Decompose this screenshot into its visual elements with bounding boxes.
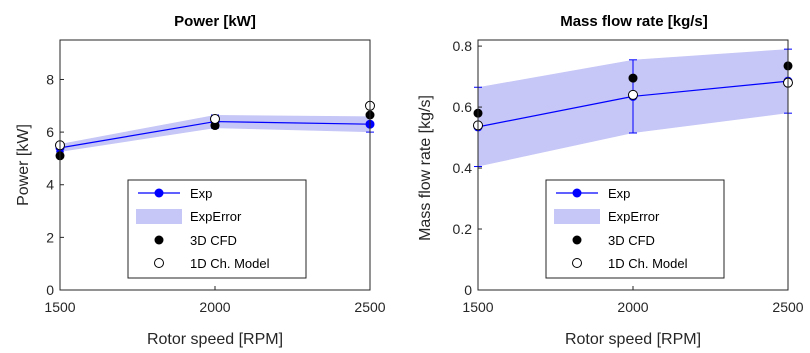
massflow-legend-model-marker xyxy=(572,258,582,268)
massflow-chart-title: Mass flow rate [kg/s] xyxy=(560,13,708,30)
massflow-y-axis-label: Mass flow rate [kg/s] xyxy=(417,95,434,241)
power-legend-cfd-marker xyxy=(154,235,164,245)
massflow-cfd-point xyxy=(628,73,638,83)
massflow-y-tick-label: 0 xyxy=(464,282,472,298)
power-model-point xyxy=(210,113,220,124)
power-legend-model-marker xyxy=(154,258,164,268)
power-legend-cfd-label: 3D CFD xyxy=(190,233,237,248)
power-x-tick-label: 2500 xyxy=(354,299,385,315)
massflow-legend-cfd-marker xyxy=(572,235,582,245)
power-x-axis-label: Rotor speed [RPM] xyxy=(147,331,283,348)
massflow-legend: Exp ExpError 3D CFD 1D Ch. Model xyxy=(545,179,725,279)
massflow-x-axis-label: Rotor speed [RPM] xyxy=(565,331,701,348)
power-legend-exp-marker xyxy=(154,188,164,198)
power-chart-title: Power [kW] xyxy=(174,13,256,30)
power-legend-exp-label: Exp xyxy=(190,186,212,201)
power-legend-band-swatch xyxy=(136,209,182,224)
power-legend-band-label: ExpError xyxy=(190,209,242,224)
power-chart: Power [kW] 0 2 4 6 8 1500 2000 2500 Rotor spee… xyxy=(15,13,386,348)
power-x-tick-label: 1500 xyxy=(44,299,75,315)
power-y-tick-label: 0 xyxy=(46,282,54,298)
massflow-model-point xyxy=(628,89,638,100)
massflow-x-tick-label: 2000 xyxy=(617,299,648,315)
massflow-x-tick-label: 1500 xyxy=(462,299,493,315)
massflow-y-tick-label: 0.4 xyxy=(453,160,473,176)
massflow-legend-exp-marker xyxy=(572,188,582,198)
massflow-legend-exp-label: Exp xyxy=(608,186,630,201)
massflow-chart: Mass flow rate [kg/s] 0 0.2 0.4 0.6 0.8 1500… xyxy=(417,13,804,348)
massflow-y-tick-label: 0.8 xyxy=(453,38,473,54)
power-x-tick-label: 2000 xyxy=(199,299,230,315)
power-error-band xyxy=(60,115,370,152)
massflow-x-tick-label: 2500 xyxy=(772,299,803,315)
massflow-legend-band-label: ExpError xyxy=(608,209,660,224)
massflow-y-tick-label: 0.6 xyxy=(453,99,473,115)
massflow-legend-cfd-label: 3D CFD xyxy=(608,233,655,248)
power-y-tick-label: 8 xyxy=(46,71,54,87)
massflow-legend-band-swatch xyxy=(554,209,600,224)
massflow-legend-model-label: 1D Ch. Model xyxy=(608,256,688,271)
power-y-tick-label: 6 xyxy=(46,124,54,140)
power-legend: Exp ExpError 3D CFD 1D Ch. Model xyxy=(127,179,307,279)
power-y-tick-label: 4 xyxy=(46,177,54,193)
power-y-tick-label: 2 xyxy=(46,229,54,245)
massflow-y-tick-label: 0.2 xyxy=(453,221,473,237)
power-legend-model-label: 1D Ch. Model xyxy=(190,256,270,271)
power-y-axis-label: Power [kW] xyxy=(15,124,32,206)
